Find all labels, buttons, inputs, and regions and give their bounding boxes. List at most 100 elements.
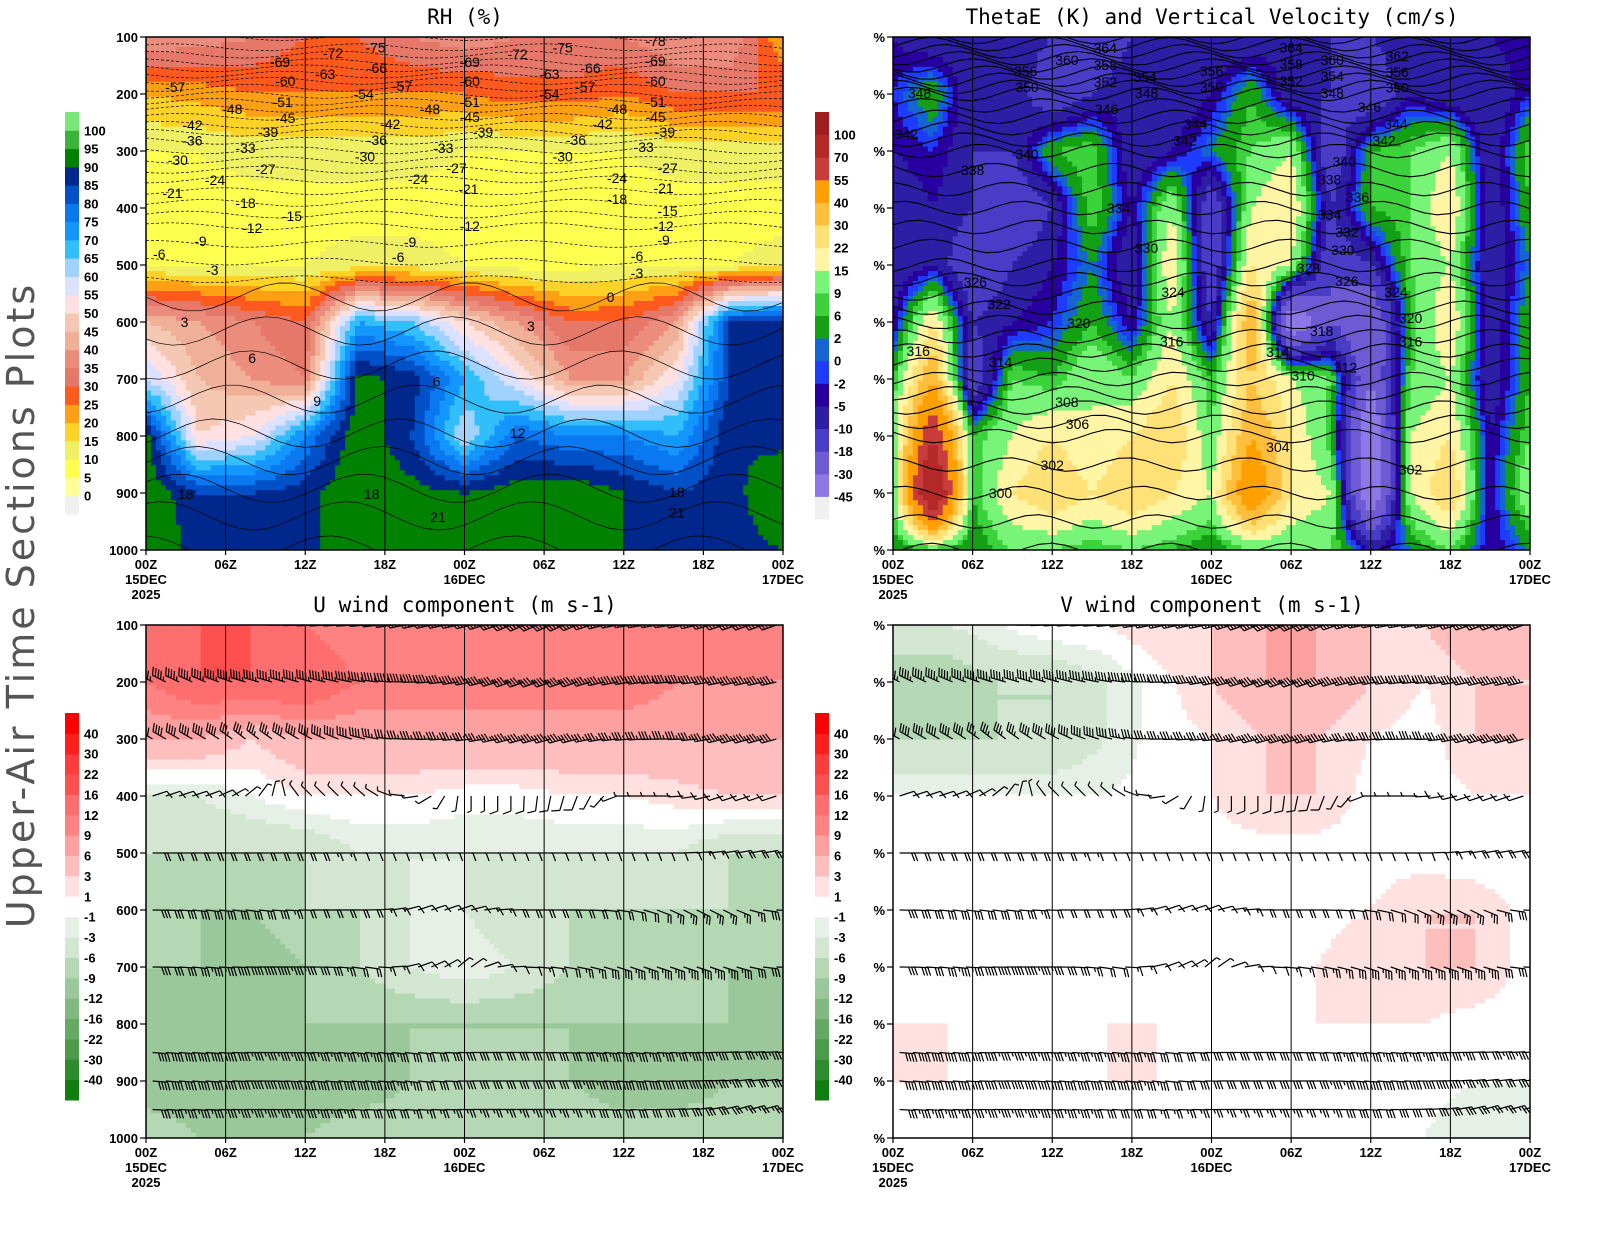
field-cell [1067,355,1078,362]
field-cell [1286,365,1332,372]
field-cell [1246,276,1257,282]
field-cell [1281,101,1292,108]
field-cell [1236,291,1242,297]
field-cell [1271,315,1277,322]
field-cell [1276,330,1282,337]
field-cell [937,126,944,133]
field-cell [1002,286,1043,292]
field-cell [549,345,570,352]
field-cell [1306,261,1312,267]
field-cell [1156,291,1168,297]
field-cell [658,355,680,362]
field-cell [514,425,530,432]
field-cell [1201,161,1213,168]
field-cell [1196,246,1203,252]
field-cell [1301,241,1307,247]
field-cell [1266,315,1272,322]
field-cell [952,281,964,287]
field-cell [1380,281,1392,287]
field-cell [1375,271,1387,277]
field-cell [1266,310,1272,317]
field-cell [1082,111,1113,118]
field-cell [638,330,665,337]
field-cell [673,320,685,327]
field-cell [1057,296,1068,302]
field-cell [1345,131,1362,138]
field-cell [608,485,665,491]
field-cell [1077,355,1108,362]
field-cell [200,320,256,327]
field-cell [1181,221,1188,227]
field-cell [1465,340,1471,347]
field-cell [683,465,709,471]
field-cell [1470,186,1476,192]
field-cell [688,395,699,402]
field-cell [1211,340,1218,347]
field-cell [967,345,984,352]
field-cell [1485,325,1501,332]
field-cell [340,460,401,466]
field-cell [1037,325,1058,332]
field-cell [394,455,421,461]
field-cell [997,291,1038,297]
field-cell [1385,231,1402,237]
field-cell [1186,241,1193,247]
field-cell [1107,271,1118,277]
field-cell [429,296,456,302]
field-cell [1057,176,1068,183]
field-cell [384,410,416,417]
field-cell [723,310,744,317]
colorbar-swatch [65,495,79,515]
field-cell [444,370,461,377]
contour-label: -48 [222,101,242,117]
field-cell [146,296,157,302]
field-cell [1465,286,1476,292]
field-cell [165,430,172,437]
field-cell [1281,350,1287,357]
field-cell [175,480,197,486]
colorbar-swatch [65,166,79,186]
field-cell [1286,271,1292,277]
field-cell [1505,306,1511,312]
field-cell [952,296,959,302]
field-cell [1161,320,1183,327]
field-cell [1156,365,1188,372]
field-cell [937,66,954,73]
field-cell [1515,141,1526,148]
field-cell [1400,236,1412,242]
field-cell [1216,271,1223,277]
field-cell [653,340,675,347]
field-cell [1241,211,1252,217]
field-cell [1445,365,1451,372]
field-cell [1281,91,1322,98]
field-cell [1345,380,1352,387]
field-cell [345,410,356,417]
field-cell [151,440,157,446]
field-cell [345,291,356,297]
field-cell [1082,226,1108,232]
field-cell [1042,136,1048,143]
field-cell [1291,355,1302,362]
field-cell [942,181,974,187]
field-cell [598,96,640,103]
field-cell [1291,286,1332,292]
field-cell [967,395,984,402]
field-cell [429,370,446,377]
field-cell [160,435,167,441]
field-cell [1330,380,1337,387]
field-cell [340,405,346,412]
field-cell [1370,181,1412,187]
field-cell [146,425,152,432]
field-cell [1515,246,1521,252]
field-cell [648,480,699,486]
contour-label: -9 [404,234,417,250]
field-cell [1460,241,1466,247]
field-cell [360,320,366,327]
field-cell [1191,330,1198,337]
field-cell [1470,370,1476,377]
field-cell [1032,131,1048,138]
field-cell [648,365,670,372]
field-cell [1515,91,1530,98]
field-cell [1301,136,1307,143]
field-cell [1475,176,1481,183]
